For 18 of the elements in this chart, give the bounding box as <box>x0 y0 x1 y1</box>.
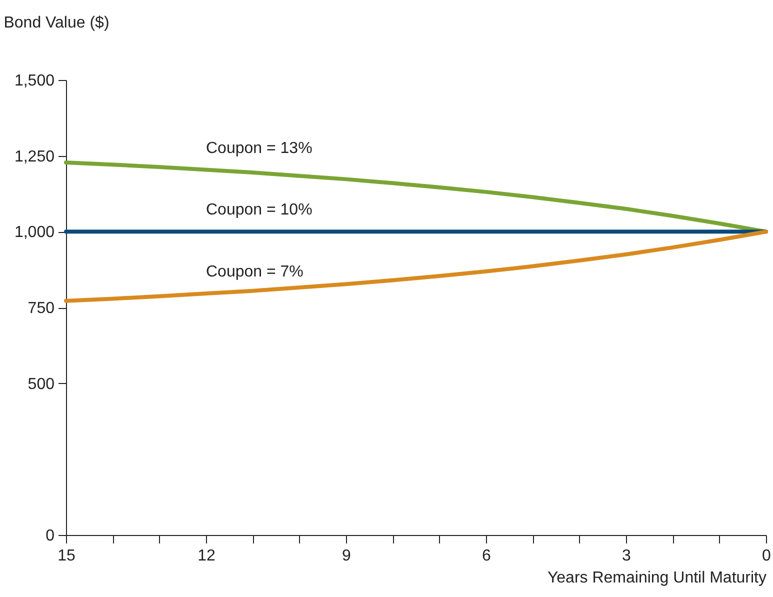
y-tick-label: 500 <box>28 376 55 393</box>
series-label: Coupon = 7% <box>206 264 304 281</box>
y-axis-title: Bond Value ($) <box>4 14 110 32</box>
y-tick-label: 0 <box>46 528 55 544</box>
x-tick-label: 6 <box>482 548 492 564</box>
x-tick-label: 9 <box>342 548 352 564</box>
line-series <box>64 230 768 303</box>
x-tick-label: 0 <box>762 548 772 564</box>
y-tick-label: 1,500 <box>14 72 55 90</box>
y-tick-label: 1,000 <box>14 224 55 242</box>
y-tick-label: 1,250 <box>14 148 55 166</box>
x-axis-title: Years Remaining Until Maturity <box>547 570 766 586</box>
series-label: Coupon = 10% <box>206 202 312 219</box>
x-tick-label: 12 <box>198 548 216 564</box>
y-tick-label: 750 <box>28 300 55 317</box>
series-label: Coupon = 13% <box>206 140 312 157</box>
x-tick-label: 3 <box>622 548 632 564</box>
x-tick-label: 15 <box>58 548 76 564</box>
